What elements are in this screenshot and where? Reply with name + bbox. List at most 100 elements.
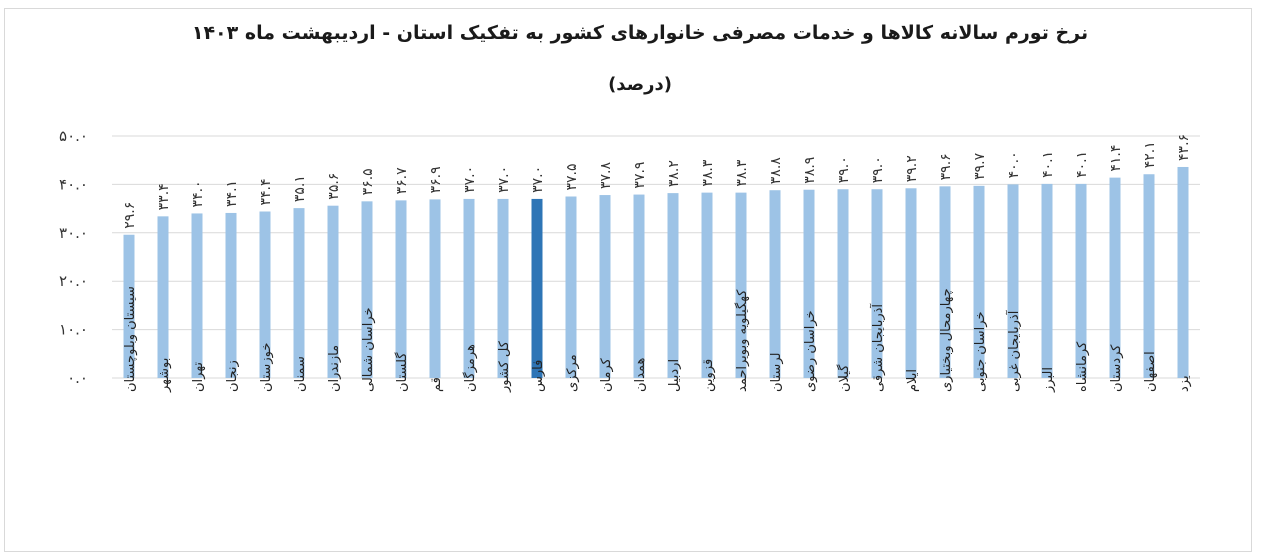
bar bbox=[1143, 174, 1155, 378]
data-label: ۳۷.۹ bbox=[632, 162, 648, 189]
data-label: ۳۷.۵ bbox=[564, 163, 580, 190]
category-label: خراسان رضوی bbox=[803, 310, 818, 392]
bar bbox=[871, 189, 883, 378]
bar bbox=[531, 198, 543, 378]
y-tick-label: ۰.۰ bbox=[67, 369, 88, 387]
category-label: بوشهر bbox=[157, 358, 172, 393]
data-label: ۳۹.۰ bbox=[870, 156, 886, 183]
data-label: ۳۶.۷ bbox=[394, 167, 410, 194]
category-label: کل کشور bbox=[497, 340, 512, 393]
bar bbox=[1041, 183, 1053, 378]
category-label: فارس bbox=[531, 360, 546, 392]
data-label: ۴۰.۱ bbox=[1074, 151, 1090, 178]
bar bbox=[1109, 177, 1121, 378]
data-label: ۳۶.۹ bbox=[428, 166, 444, 193]
category-label: خراسان جنوبی bbox=[973, 312, 988, 392]
bar bbox=[1007, 184, 1019, 378]
category-label: سمنان bbox=[293, 356, 308, 392]
y-tick-label: ۱۰.۰ bbox=[59, 321, 88, 339]
category-label: قزوین bbox=[701, 359, 716, 392]
bar bbox=[259, 211, 271, 378]
data-label: ۴۱.۴ bbox=[1108, 145, 1124, 172]
bar bbox=[361, 201, 373, 378]
category-label: کهگیلویه وبویراحمد bbox=[734, 289, 750, 392]
data-label: ۳۷.۰ bbox=[530, 166, 546, 193]
data-label: ۴۰.۰ bbox=[1006, 151, 1022, 178]
data-label: ۴۲.۱ bbox=[1142, 141, 1158, 168]
bar bbox=[1075, 183, 1087, 378]
bar bbox=[803, 189, 815, 378]
data-label: ۳۹.۶ bbox=[938, 153, 954, 180]
category-label: چهارمحال وبختیاری bbox=[939, 288, 954, 392]
bar bbox=[565, 196, 577, 378]
bars bbox=[123, 166, 1189, 378]
bar bbox=[225, 212, 237, 378]
data-label: ۴۰.۱ bbox=[1040, 151, 1056, 178]
data-label: ۳۹.۲ bbox=[904, 155, 920, 182]
chart-subtitle: (درصد) bbox=[608, 74, 672, 95]
category-label: زنجان bbox=[225, 360, 240, 392]
bar bbox=[191, 213, 203, 378]
bar bbox=[123, 234, 135, 378]
data-label: ۲۹.۶ bbox=[122, 202, 138, 229]
category-label: قم bbox=[429, 377, 444, 392]
category-label: گلستان bbox=[394, 352, 410, 392]
bar bbox=[973, 185, 985, 378]
data-label: ۳۴.۴ bbox=[258, 178, 274, 205]
category-label: کرمانشاه bbox=[1075, 341, 1090, 392]
y-axis-ticks: ۰.۰ ۱۰.۰ ۲۰.۰ ۳۰.۰ ۴۰.۰ ۵۰.۰ bbox=[59, 127, 88, 387]
bar bbox=[293, 208, 305, 378]
bar bbox=[905, 188, 917, 378]
y-tick-label: ۵۰.۰ bbox=[59, 127, 88, 145]
category-label: ایلام bbox=[905, 369, 920, 392]
bar bbox=[837, 189, 849, 378]
category-label: خوزستان bbox=[259, 343, 274, 392]
category-label: یزد bbox=[1177, 375, 1192, 392]
category-label: گیلان bbox=[836, 364, 852, 392]
category-label: اصفهان bbox=[1143, 351, 1158, 392]
data-label: ۳۴.۰ bbox=[190, 180, 206, 207]
category-label: آذربایجان غربی bbox=[1005, 309, 1022, 392]
data-label: ۳۶.۵ bbox=[360, 168, 376, 195]
gridlines bbox=[112, 135, 1200, 379]
bar bbox=[463, 198, 475, 378]
bar bbox=[599, 195, 611, 378]
category-label: سیستان وبلوچستان bbox=[123, 286, 138, 392]
y-tick-label: ۳۰.۰ bbox=[59, 224, 88, 242]
category-labels: سیستان وبلوچستان بوشهر تهران زنجان خوزستان سم… bbox=[123, 286, 1192, 393]
bar bbox=[429, 199, 441, 378]
data-label: ۳۹.۷ bbox=[972, 152, 988, 179]
bar bbox=[939, 186, 951, 378]
data-label: ۳۵.۱ bbox=[292, 175, 308, 202]
y-tick-label: ۲۰.۰ bbox=[59, 272, 88, 290]
bar bbox=[327, 205, 339, 378]
data-label: ۳۷.۸ bbox=[598, 162, 614, 189]
category-label: اردبیل bbox=[667, 359, 682, 392]
category-label: خراسان شمالی bbox=[361, 307, 376, 392]
bar bbox=[701, 192, 713, 378]
data-labels: ۲۹.۶ ۳۳.۴ ۳۴.۰ ۳۴.۱ ۳۴.۴ ۳۵.۱ ۳۵.۶ ۳۶.۵ ۳۶.۷ ۳۶.۹… bbox=[122, 134, 1192, 229]
bar bbox=[735, 192, 747, 378]
data-label: ۳۸.۹ bbox=[802, 157, 818, 184]
category-label: لرستان bbox=[769, 353, 784, 392]
bar bbox=[497, 198, 509, 378]
category-label: تهران bbox=[191, 362, 206, 392]
category-label: مرکزی bbox=[565, 354, 580, 392]
bar bbox=[769, 190, 781, 378]
data-label: ۳۸.۳ bbox=[700, 159, 716, 186]
bar bbox=[395, 200, 407, 378]
data-label: ۳۵.۶ bbox=[326, 173, 342, 200]
data-label: ۳۸.۸ bbox=[768, 157, 784, 184]
data-label: ۳۹.۰ bbox=[836, 156, 852, 183]
data-label: ۳۸.۲ bbox=[666, 160, 682, 187]
bar bbox=[157, 216, 169, 378]
data-label: ۴۳.۶ bbox=[1176, 134, 1192, 161]
data-label: ۳۷.۰ bbox=[462, 166, 478, 193]
chart-title: نرخ تورم سالانه کالاها و خدمات مصرفی خان… bbox=[191, 22, 1089, 44]
bar bbox=[1177, 166, 1189, 378]
category-label: البرز bbox=[1041, 367, 1056, 393]
category-label: همدان bbox=[633, 358, 648, 392]
category-label: آذربایجان شرقی bbox=[869, 303, 886, 392]
y-tick-label: ۴۰.۰ bbox=[59, 175, 88, 193]
